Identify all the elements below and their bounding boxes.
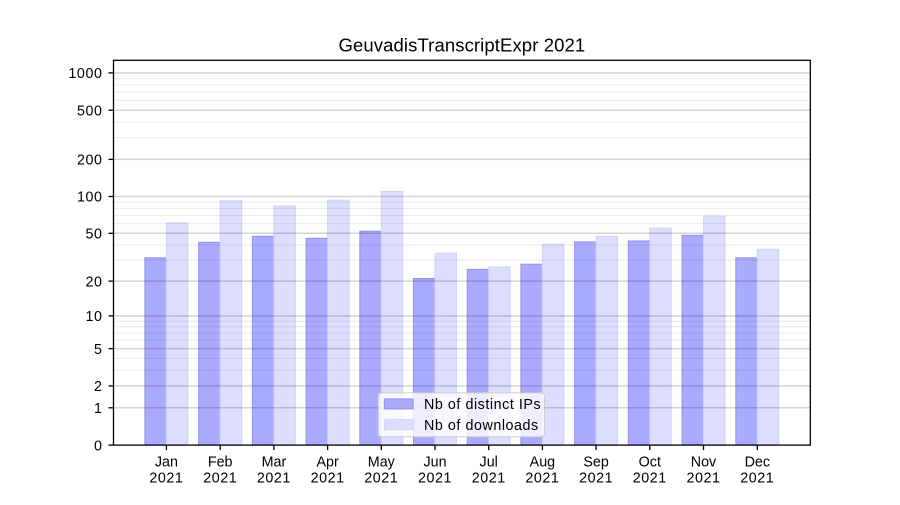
- svg-text:Apr: Apr: [316, 454, 338, 470]
- svg-text:Oct: Oct: [639, 454, 661, 470]
- svg-text:10: 10: [85, 309, 102, 325]
- svg-text:Jun: Jun: [423, 454, 446, 470]
- svg-text:500: 500: [77, 103, 103, 119]
- svg-text:1000: 1000: [68, 66, 102, 82]
- svg-text:2021: 2021: [579, 471, 613, 487]
- svg-text:2: 2: [94, 379, 103, 395]
- svg-text:Jan: Jan: [155, 454, 178, 470]
- svg-text:2021: 2021: [149, 471, 183, 487]
- svg-text:2021: 2021: [364, 471, 398, 487]
- svg-text:2021: 2021: [686, 471, 720, 487]
- svg-text:Dec: Dec: [745, 454, 770, 470]
- svg-text:200: 200: [77, 153, 103, 169]
- svg-text:Mar: Mar: [262, 454, 287, 470]
- svg-text:0: 0: [94, 438, 103, 454]
- svg-text:2021: 2021: [203, 471, 237, 487]
- svg-text:50: 50: [85, 227, 102, 243]
- svg-text:Sep: Sep: [583, 454, 608, 470]
- svg-text:5: 5: [94, 342, 103, 358]
- svg-text:Aug: Aug: [530, 454, 555, 470]
- svg-text:2021: 2021: [633, 471, 667, 487]
- svg-text:2021: 2021: [740, 471, 774, 487]
- svg-text:2021: 2021: [257, 471, 291, 487]
- svg-text:100: 100: [77, 190, 103, 206]
- svg-text:May: May: [368, 454, 396, 470]
- svg-text:Nov: Nov: [691, 454, 717, 470]
- svg-text:Nb of downloads: Nb of downloads: [424, 418, 539, 434]
- svg-text:20: 20: [85, 274, 102, 290]
- svg-text:2021: 2021: [525, 471, 559, 487]
- svg-text:2021: 2021: [472, 471, 506, 487]
- svg-text:2021: 2021: [418, 471, 452, 487]
- svg-text:Jul: Jul: [480, 454, 498, 470]
- svg-text:2021: 2021: [311, 471, 345, 487]
- svg-text:Nb of distinct IPs: Nb of distinct IPs: [424, 397, 541, 413]
- svg-text:1: 1: [94, 401, 103, 417]
- svg-text:GeuvadisTranscriptExpr 2021: GeuvadisTranscriptExpr 2021: [339, 35, 586, 56]
- svg-text:Feb: Feb: [208, 454, 233, 470]
